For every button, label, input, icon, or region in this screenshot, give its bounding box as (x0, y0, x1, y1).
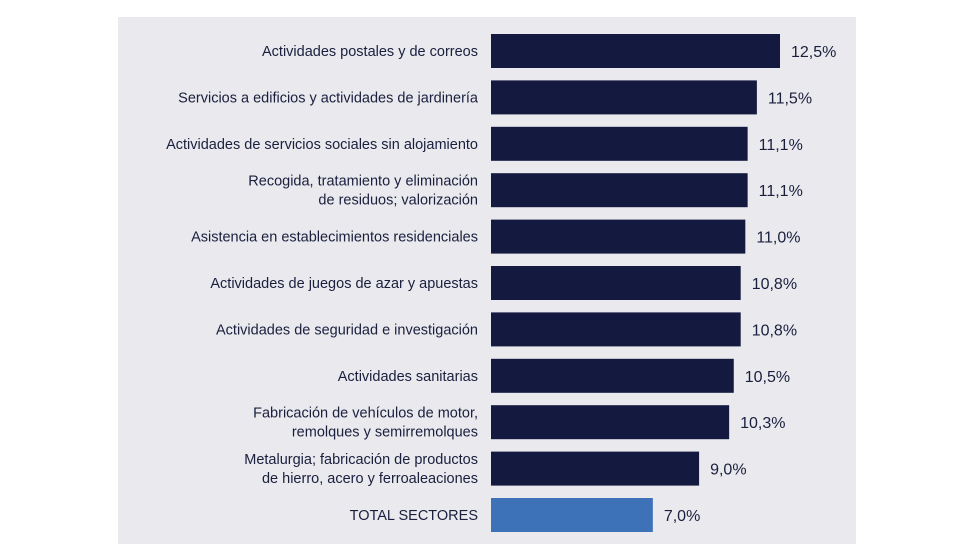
bar (491, 312, 741, 347)
data-label: 10,5% (745, 369, 790, 386)
category-label: Fabricación de vehículos de motor, remolq… (253, 406, 478, 441)
data-label: 11,1% (759, 137, 803, 154)
data-label: 11,1% (759, 183, 803, 200)
bar (491, 34, 780, 68)
data-label: 9,0% (710, 462, 746, 479)
category-label: Actividades sanitarias (338, 369, 478, 385)
category-label: TOTAL SECTORES (350, 508, 478, 524)
bar (491, 266, 741, 300)
category-label: Recogida, tratamiento y eliminación de re… (248, 174, 478, 209)
category-label: Actividades postales y de correos (262, 44, 478, 60)
data-label: 12,5% (791, 44, 836, 61)
data-label: 10,8% (752, 276, 797, 293)
bar (491, 173, 748, 208)
bar (491, 219, 746, 254)
category-label: Metalurgia; fabricación de productos de h… (244, 452, 478, 487)
data-label: 11,0% (756, 230, 800, 247)
bar (491, 451, 700, 486)
data-label: 10,3% (740, 415, 785, 432)
category-label: Asistencia en establecimientos residenci… (191, 230, 478, 246)
data-label: 11,5% (768, 90, 812, 107)
bar (491, 126, 748, 161)
data-label: 10,8% (752, 322, 797, 339)
bar (491, 358, 734, 393)
bar (491, 498, 653, 532)
bar (491, 80, 757, 115)
category-label: Actividades de seguridad e investigación (216, 322, 478, 338)
data-label: 7,0% (664, 508, 700, 525)
bar (491, 405, 730, 440)
category-label: Actividades de juegos de azar y apuestas (210, 276, 478, 292)
category-label: Servicios a edificios y actividades de j… (178, 90, 479, 106)
category-label: Actividades de servicios sociales sin al… (166, 137, 478, 153)
